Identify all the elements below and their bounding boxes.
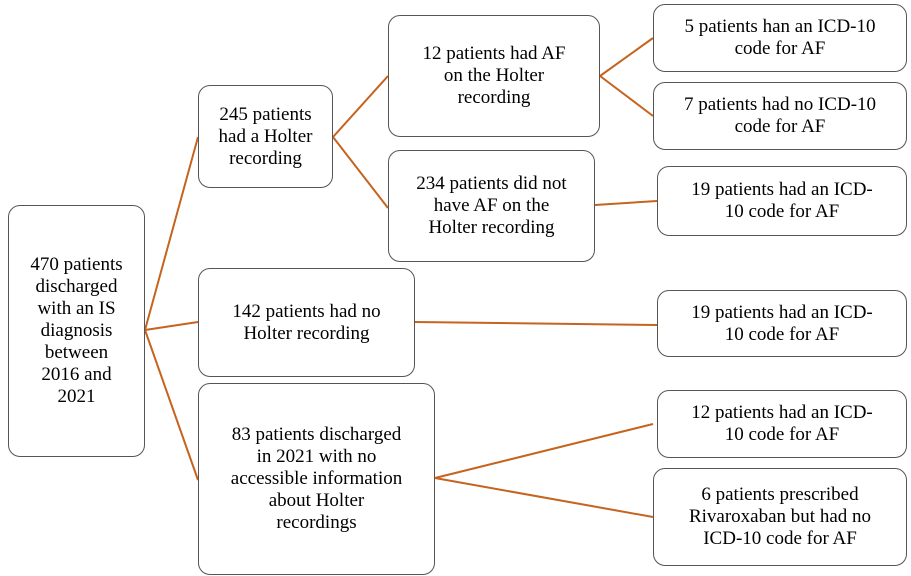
- node-box: 234 patients did not have AF on the Holter…: [388, 150, 595, 262]
- connector: [599, 75, 654, 117]
- node-text: code for AF: [734, 38, 826, 59]
- node-box: 142 patients had no Holter recording: [198, 268, 415, 377]
- node-box: 19 patients had an ICD- 10 code for AF: [657, 290, 907, 357]
- node-box: 7 patients had no ICD-10 code for AF: [653, 82, 907, 150]
- node-box: 245 patients had a Holter recording: [198, 85, 333, 188]
- node-text: code for AF: [734, 116, 826, 137]
- connector: [599, 37, 654, 77]
- node-text: Holter recording: [428, 217, 555, 238]
- node-text: 12 patients had AF: [422, 43, 566, 64]
- node-text: in 2021 with no: [256, 446, 377, 467]
- node-text: accessible information: [230, 468, 403, 489]
- node-text: 10 code for AF: [724, 424, 840, 445]
- node-text: 2016 and: [41, 364, 112, 385]
- connector: [144, 329, 199, 481]
- node-text: 10 code for AF: [724, 323, 840, 345]
- node-text: 7 patients had no ICD-10: [683, 94, 877, 115]
- connector: [434, 423, 654, 479]
- node-text: Holter recording: [243, 322, 370, 344]
- node-text: 245 patients: [219, 103, 312, 125]
- node-text: 142 patients had no: [232, 300, 381, 322]
- connector: [144, 136, 199, 331]
- node-text: about Holter: [268, 490, 365, 511]
- node-text: diagnosis: [40, 320, 113, 341]
- node-text: 19 patients had an ICD-: [691, 179, 873, 200]
- node-text: 12 patients had an ICD-: [691, 402, 873, 423]
- node-text: Rivaroxaban but had no: [688, 506, 872, 527]
- node-text: with an IS: [37, 298, 116, 319]
- connector: [332, 136, 389, 209]
- node-text: discharged: [35, 276, 118, 297]
- node-text: recording: [229, 147, 302, 169]
- node-box: 83 patients discharged in 2021 with no acc…: [198, 383, 435, 575]
- node-box: 5 patients han an ICD-10 code for AF: [653, 4, 907, 72]
- connector: [434, 477, 654, 518]
- node-box: 12 patients had AF on the Holter recording: [388, 15, 600, 137]
- node-text: 234 patients did not: [416, 173, 567, 194]
- node-text: had a Holter: [218, 125, 313, 147]
- node-text: 6 patients prescribed: [701, 484, 859, 505]
- node-box: 12 patients had an ICD- 10 code for AF: [657, 390, 907, 458]
- node-box: 6 patients prescribed Rivaroxaban but had…: [653, 468, 907, 566]
- node-text: 83 patients discharged: [231, 424, 402, 445]
- node-text: 2021: [57, 386, 96, 407]
- node-box: 470 patients discharged with an IS diagnosi…: [8, 205, 145, 457]
- connector: [144, 321, 199, 331]
- node-text: 470 patients: [30, 254, 123, 275]
- node-text: 19 patients had an ICD-: [691, 301, 873, 323]
- node-text: recordings: [276, 512, 357, 533]
- node-text: ICD-10 code for AF: [703, 528, 857, 549]
- connector: [414, 321, 658, 326]
- node-text: 10 code for AF: [724, 201, 840, 222]
- node-text: have AF on the: [433, 195, 550, 216]
- node-text: between: [44, 342, 109, 363]
- connector: [594, 200, 658, 206]
- node-text: recording: [457, 87, 531, 108]
- node-text: 5 patients han an ICD-10: [684, 16, 876, 37]
- node-box: 19 patients had an ICD- 10 code for AF: [657, 166, 907, 236]
- node-text: on the Holter: [443, 65, 545, 86]
- connector: [332, 75, 389, 138]
